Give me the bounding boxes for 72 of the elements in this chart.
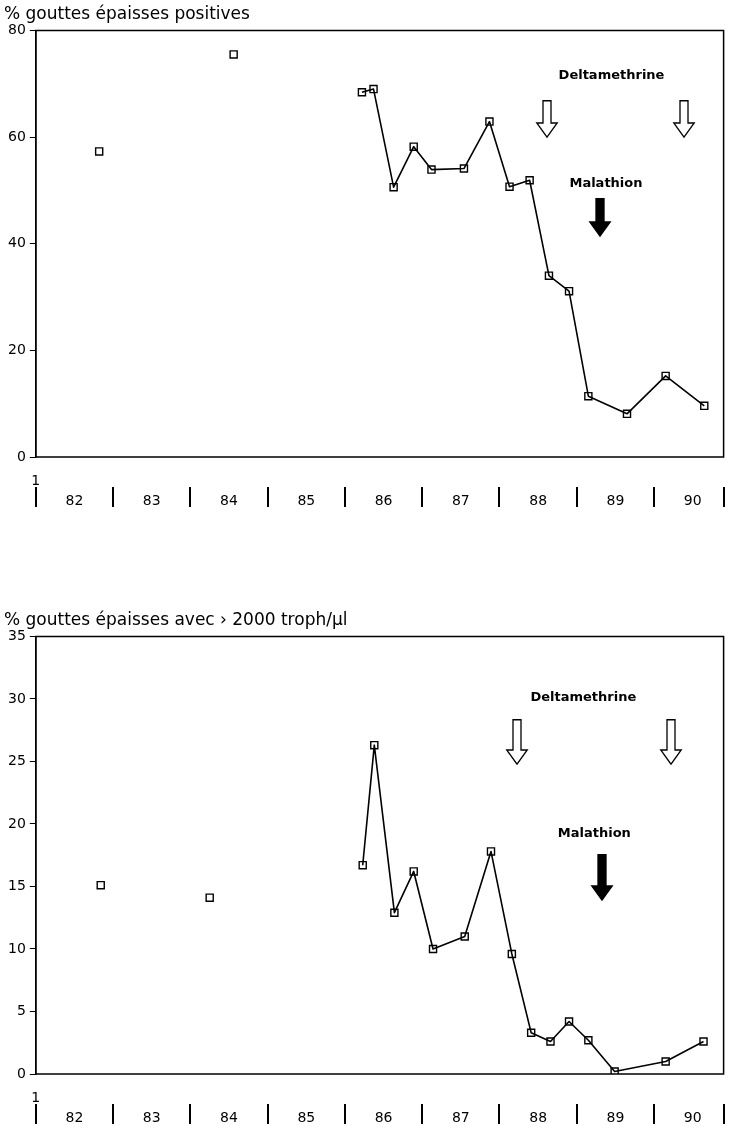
y-tick-label: 20 [7,814,26,831]
point [369,84,378,94]
text: 1 [31,1088,41,1105]
chart-title: % gouttes épaisses avec › 2000 troph/µl [4,608,348,629]
point [564,1017,574,1026]
point [427,165,436,174]
point [205,893,214,902]
x-tick-label: 82 [65,491,84,508]
point [390,908,399,917]
point [358,860,367,870]
point [546,1037,555,1046]
x-tick-label: 84 [220,491,239,508]
x-tick-label: 88 [529,491,548,508]
point [460,932,469,941]
x-tick-label: 90 [683,1108,702,1125]
y-tick-label: 80 [7,21,26,38]
point [357,88,367,97]
y-tick-label: 15 [7,877,26,894]
x-tick-label: 90 [683,491,702,508]
point [389,182,398,192]
point [505,182,514,191]
x-tick-label: 83 [142,491,161,508]
y-tick-label: 30 [7,689,26,706]
point [584,1036,593,1045]
x-tick-label: 86 [374,491,393,508]
chart-title: % gouttes épaisses positives [4,2,251,23]
point [485,117,494,126]
annotation: Deltamethrine [530,689,637,705]
y-tick-label: 10 [7,939,26,956]
annotation: Malathion [569,175,643,191]
point [409,867,418,876]
y-tick-label: 40 [7,234,26,251]
annotation: Malathion [557,825,631,841]
x-tick-label: 82 [65,1108,84,1125]
y-tick-label: 0 [16,1064,26,1081]
x-tick-label: 83 [142,1108,161,1125]
point [94,147,104,156]
point [428,944,438,954]
text: 1 [31,471,41,488]
x-tick-label: 84 [220,1108,239,1125]
y-tick-label: 5 [16,1002,26,1019]
y-tick-label: 60 [7,127,26,144]
x-tick-label: 85 [297,1108,316,1125]
point [700,401,709,411]
x-tick-label: 89 [606,491,625,508]
point [486,847,496,856]
point [584,391,593,401]
x-tick-label: 89 [606,1108,625,1125]
x-tick-label: 88 [529,1108,548,1125]
point [622,409,632,419]
point [96,880,105,890]
point [661,1057,670,1066]
y-tick-label: 25 [7,752,26,769]
point [507,949,517,959]
point [699,1037,708,1046]
x-tick-label: 85 [297,491,316,508]
x-tick-label: 86 [374,1108,393,1125]
annotation: Deltamethrine [558,66,665,82]
point [661,371,670,381]
point [370,740,379,750]
point [564,286,574,296]
x-tick-label: 87 [451,491,470,508]
y-tick-label: 35 [7,627,26,644]
point [525,176,534,185]
point [409,142,418,151]
x-tick-label: 87 [451,1108,470,1125]
point [544,271,554,280]
y-tick-label: 0 [16,447,26,464]
y-tick-label: 20 [7,340,26,357]
point [229,50,238,59]
point [526,1028,536,1037]
point [459,164,469,173]
